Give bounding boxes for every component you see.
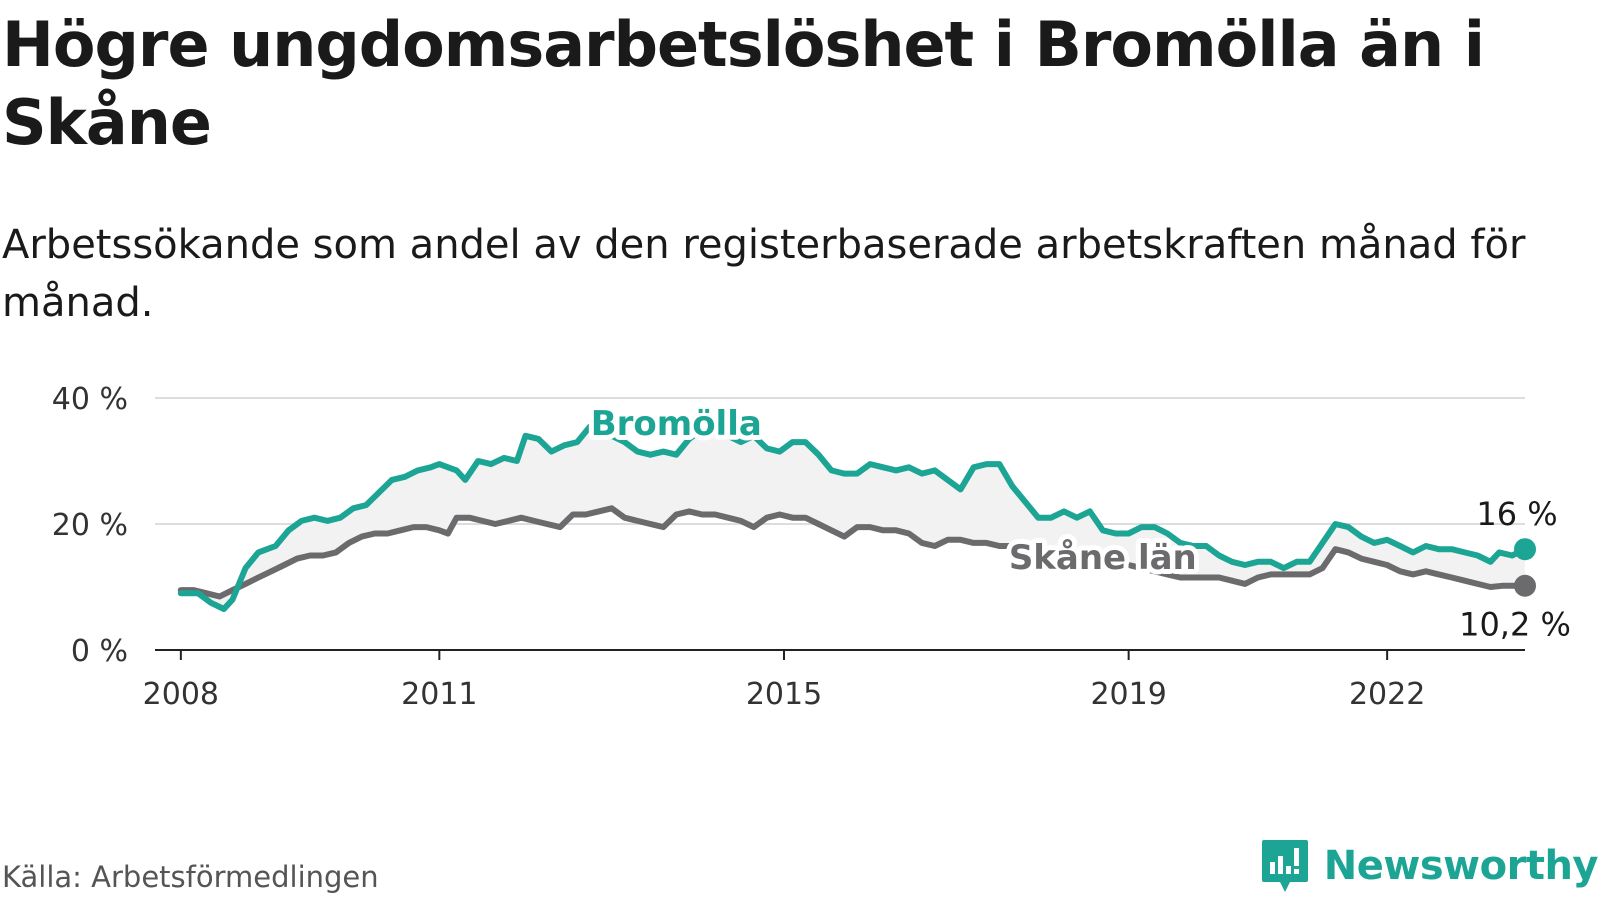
y-tick-label: 0 % — [71, 634, 128, 669]
series-line-skane — [177, 505, 1528, 600]
series-label-skane: Skåne län — [1009, 538, 1197, 578]
end-label-skane: 10,2 % — [1459, 606, 1571, 644]
brand: Newsworthy — [1260, 838, 1599, 894]
series-line-bromolla — [177, 423, 1528, 612]
source-note: Källa: Arbetsförmedlingen — [2, 860, 379, 894]
x-tick-label: 2008 — [143, 677, 219, 712]
end-label-bromolla: 16 % — [1476, 495, 1557, 533]
y-tick-label: 20 % — [52, 508, 128, 543]
y-tick-label: 40 % — [52, 382, 128, 417]
series-label-bromolla: Bromölla — [591, 404, 762, 444]
end-dot-bromolla — [1514, 538, 1536, 561]
difference-band — [180, 426, 1525, 609]
chart-subtitle: Arbetssökande som andel av den registerb… — [2, 222, 1526, 326]
brand-name: Newsworthy — [1323, 843, 1599, 889]
chart-title: Högre ungdomsarbetslöshet i Bromölla än … — [2, 8, 1485, 159]
line-chart: 2008 2011 2015 2019 2022 0 % 20 % 40 % Bromöll… — [52, 382, 1571, 712]
newsworthy-logo-icon — [1261, 840, 1308, 892]
x-tick-label: 2011 — [401, 677, 477, 712]
x-tick-label: 2015 — [746, 677, 822, 712]
x-tick-label: 2022 — [1349, 677, 1425, 712]
x-tick-label: 2019 — [1090, 677, 1166, 712]
end-dot-skane — [1514, 574, 1536, 597]
